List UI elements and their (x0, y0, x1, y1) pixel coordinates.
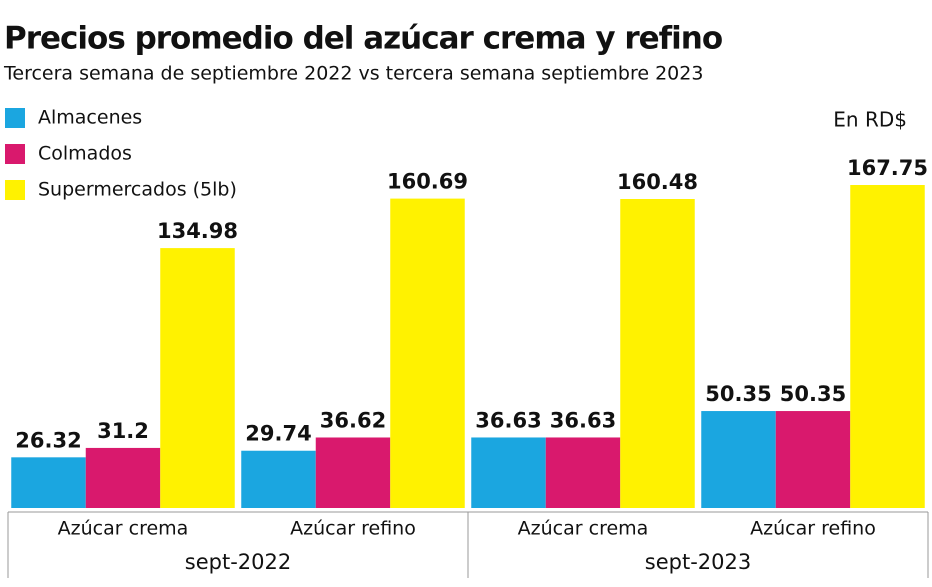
x-tick-label: Azúcar refino (290, 518, 416, 540)
value-label: 31.2 (97, 419, 149, 443)
legend-label: Colmados (38, 143, 132, 165)
bar (85, 447, 161, 508)
bar (850, 185, 925, 508)
x-tick-label: Azúcar refino (750, 518, 876, 540)
value-label: 36.63 (550, 408, 616, 432)
legend-swatch (5, 180, 25, 200)
value-label: 36.62 (320, 408, 386, 432)
chart-subtitle: Tercera semana de septiembre 2022 vs ter… (3, 63, 703, 85)
bar (11, 457, 86, 508)
bar (241, 450, 316, 508)
legend-label: Supermercados (5lb) (38, 179, 237, 201)
bar (775, 411, 851, 508)
bar (315, 437, 391, 508)
value-label: 160.48 (617, 170, 698, 194)
x-tick-label: Azúcar crema (518, 518, 649, 540)
bar (620, 198, 695, 508)
value-label: 29.74 (245, 422, 311, 446)
value-label: 167.75 (847, 156, 928, 180)
x-tick-label: Azúcar crema (58, 518, 189, 540)
legend-swatch (5, 108, 25, 128)
value-label: 50.35 (780, 382, 846, 406)
value-label: 36.63 (475, 408, 541, 432)
legend-label: Almacenes (38, 107, 142, 129)
value-label: 26.32 (15, 428, 81, 452)
unit-note: En RD$ (833, 108, 907, 132)
group-label: sept-2022 (185, 550, 291, 574)
legend-swatch (5, 144, 25, 164)
bar (471, 437, 546, 508)
bar (701, 411, 776, 508)
bar (390, 198, 465, 508)
value-label: 134.98 (157, 219, 238, 243)
value-label: 160.69 (387, 170, 468, 194)
bar (160, 248, 235, 508)
value-label: 50.35 (705, 382, 771, 406)
bar (545, 437, 621, 508)
group-label: sept-2023 (645, 550, 751, 574)
chart-title: Precios promedio del azúcar crema y refi… (4, 21, 722, 57)
